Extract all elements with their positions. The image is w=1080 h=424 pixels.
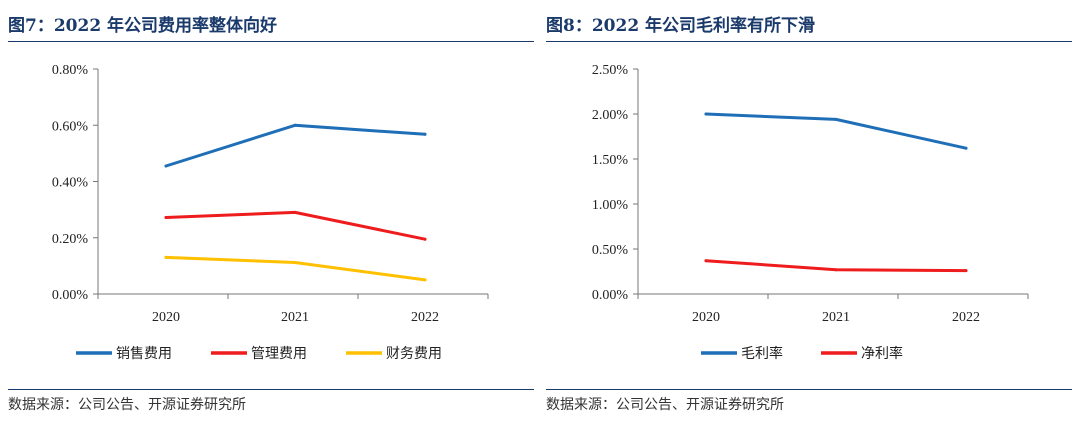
x-tick-label: 2020 — [692, 310, 720, 325]
chart-title: 图7：2022 年公司费用率整体向好 — [8, 16, 278, 36]
x-tick-label: 2022 — [952, 310, 980, 325]
legend-label: 管理费用 — [251, 346, 307, 362]
series-line-1 — [164, 123, 427, 168]
data-point — [704, 112, 708, 116]
source-note: 数据来源：公司公告、开源证券研究所 — [8, 397, 246, 413]
y-tick-label: 2.00% — [592, 108, 629, 123]
chart-title: 图8：2022 年公司毛利率有所下滑 — [546, 16, 816, 36]
data-point — [164, 216, 168, 219]
y-tick-label: 0.40% — [52, 176, 89, 191]
legend-label: 销售费用 — [116, 346, 172, 362]
data-point — [834, 117, 838, 121]
legend-label: 毛利率 — [741, 345, 783, 362]
chart-panel-expense-ratio: 图7：2022 年公司费用率整体向好 0.00% 0.20% 0.40% 0.60% 0… — [8, 0, 534, 424]
x-tick-label: 2021 — [281, 310, 309, 325]
data-point — [423, 132, 427, 136]
y-tick-label: 1.00% — [592, 198, 629, 213]
chart-gross-net-margin: 0.00% 0.50% 1.00% 1.50% 2.00% 2.50% 2020 2021 20… — [592, 63, 1029, 362]
data-point — [423, 278, 427, 282]
y-tick-label: 0.00% — [592, 288, 629, 303]
data-point — [964, 269, 968, 273]
source-rule — [546, 389, 1072, 390]
y-tick-label: 0.80% — [52, 63, 89, 78]
data-point — [164, 164, 168, 168]
series-line-3 — [164, 255, 427, 282]
y-tick-label: 2.50% — [592, 63, 629, 78]
title-rule — [8, 41, 534, 42]
data-point — [834, 268, 838, 272]
legend-label: 财务费用 — [386, 346, 442, 362]
x-tick-label: 2022 — [411, 310, 439, 325]
y-tick-label: 0.00% — [52, 288, 89, 303]
source-rule — [8, 389, 534, 390]
data-point — [423, 237, 427, 241]
legend-label: 净利率 — [861, 345, 903, 362]
x-tick-label: 2020 — [152, 310, 180, 325]
chart-expense-ratio: 0.00% 0.20% 0.40% 0.60% 0.80% 2020 2021 2022 销售费… — [52, 63, 489, 362]
data-point — [164, 255, 168, 259]
data-point — [293, 261, 297, 264]
chart-panel-margin: 图8：2022 年公司毛利率有所下滑 0.00% 0.50% 1.00% 1.50% 2… — [546, 0, 1072, 424]
data-point — [293, 123, 297, 127]
x-tick-label: 2021 — [822, 310, 850, 325]
data-point — [964, 146, 968, 150]
y-tick-label: 0.20% — [52, 232, 89, 247]
source-note: 数据来源：公司公告、开源证券研究所 — [546, 397, 784, 413]
data-point — [293, 210, 297, 214]
series-line-2 — [164, 210, 427, 241]
y-tick-label: 0.50% — [592, 243, 629, 258]
y-tick-label: 0.60% — [52, 119, 89, 134]
title-rule — [546, 41, 1072, 42]
y-tick-label: 1.50% — [592, 153, 629, 168]
data-point — [704, 259, 708, 263]
